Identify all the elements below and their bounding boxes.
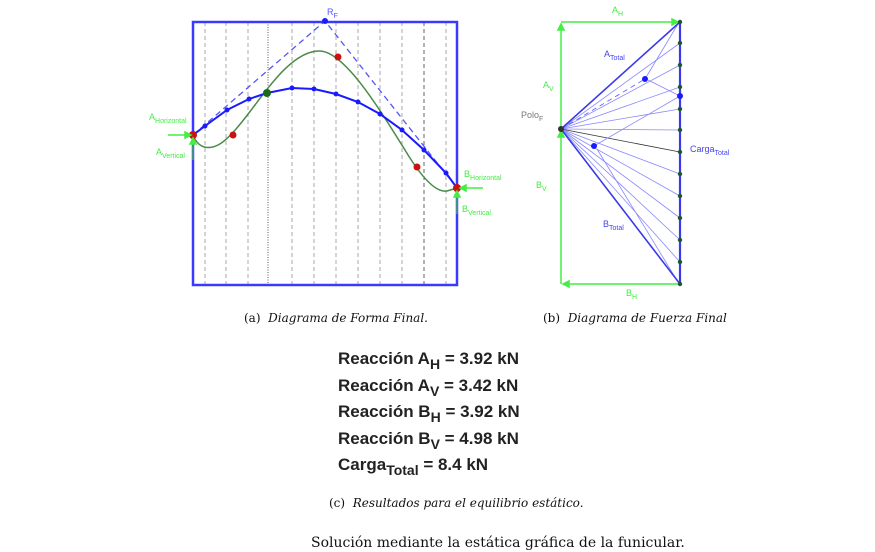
b-horizontal-label: B [464, 169, 470, 179]
svg-text:BH: BH [626, 288, 637, 301]
b-vertical-label: B [462, 204, 468, 214]
polygon-nodes [202, 18, 449, 176]
ah-label: A [612, 5, 618, 15]
svg-text:AHorizontal: AHorizontal [149, 112, 187, 125]
figure-b-diagram [556, 17, 683, 289]
result-bv: Reacción BV = 4.98 kN [338, 428, 519, 452]
ray-lines [560, 23, 681, 283]
caption-a: (a) Diagrama de Forma Final. [244, 311, 428, 325]
grid-lines [204, 22, 447, 285]
result-ah: Reacción AH = 3.92 kN [338, 349, 520, 372]
pole-point [558, 126, 564, 132]
support-arrows [168, 130, 483, 214]
svg-text:BV: BV [536, 180, 547, 193]
svg-text:BTotal: BTotal [603, 219, 624, 232]
pole-label: Polo [521, 110, 539, 120]
av-label: A [543, 80, 549, 90]
frame-box [191, 20, 459, 287]
b-total-label: B [603, 219, 609, 229]
control-points[interactable] [189, 53, 461, 193]
a-total-label: A [604, 49, 610, 59]
results-block: Reacción AH = 3.92 kN Reacción AV = 3.42… [338, 346, 520, 479]
bv-label: B [536, 180, 542, 190]
main-caption: Solución mediante la estática gráfica de… [311, 535, 685, 551]
carga-total-label: Carga [690, 144, 715, 154]
rf-label: R [327, 7, 334, 17]
caption-b: (b) Diagrama de Fuerza Final [543, 311, 727, 325]
a-vertical-label: A [156, 147, 162, 157]
caption-c: (c) Resultados para el equilibrio estáti… [329, 496, 584, 510]
svg-text:PoloF: PoloF [521, 110, 543, 123]
svg-text:AV: AV [543, 80, 554, 93]
bh-label: B [626, 288, 632, 298]
a-horizontal-label: A [149, 112, 155, 122]
svg-text:AVertical: AVertical [156, 147, 185, 160]
result-av: Reacción AV = 3.42 kN [338, 375, 519, 399]
funicular-polygon [192, 86, 458, 189]
center-node [263, 89, 271, 97]
svg-text:CargaTotal: CargaTotal [690, 144, 730, 157]
result-bh: Reacción BH = 3.92 kN [338, 402, 520, 425]
svg-text:BHorizontal: BHorizontal [464, 169, 502, 182]
resultant-dashed-lines [192, 20, 458, 189]
funicular-curve [192, 50, 458, 192]
svg-text:AH: AH [612, 5, 623, 18]
svg-text:ATotal: ATotal [604, 49, 625, 62]
result-carga: CargaTotal = 8.4 kN [338, 455, 489, 478]
svg-text:BVertical: BVertical [462, 204, 491, 217]
svg-text:RF: RF [327, 7, 338, 20]
